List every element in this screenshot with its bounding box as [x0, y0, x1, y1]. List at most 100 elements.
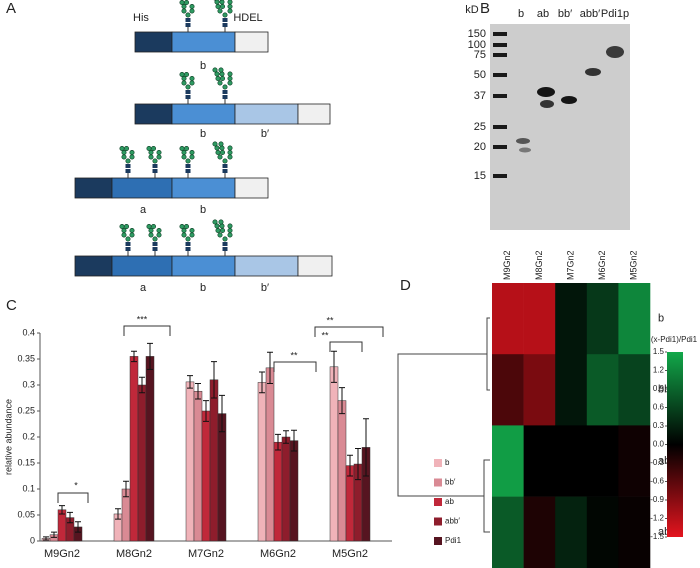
x-tick-label: M5Gn2 [332, 548, 368, 560]
heatmap-cell [618, 496, 651, 568]
error-bar [139, 376, 145, 394]
glycan [146, 145, 162, 179]
band [585, 68, 601, 76]
ladder-band [493, 174, 507, 178]
domain-box [234, 255, 299, 277]
x-tick-label: M9Gn2 [44, 548, 80, 560]
glycan [119, 223, 135, 257]
error-bar [131, 350, 137, 363]
heatmap-cell [618, 354, 651, 426]
band [606, 46, 624, 58]
dendrogram-branch [397, 353, 487, 497]
legend-swatch [434, 537, 442, 545]
bar [337, 400, 347, 542]
domain-box [297, 255, 333, 277]
heatmap-cell [492, 425, 524, 497]
legend-swatch [434, 459, 442, 467]
legend-swatch [434, 478, 442, 487]
error-bar [267, 351, 273, 384]
domain-box [171, 177, 236, 199]
significance-bracket [329, 341, 363, 352]
domain-box [171, 255, 236, 277]
heatmap-cell [492, 283, 524, 355]
y-tick-label: 0.05 [17, 509, 35, 519]
error-bar [355, 447, 361, 481]
heatmap-cell [586, 496, 619, 568]
domain-label: b [200, 204, 206, 216]
error-bar [347, 454, 353, 477]
band [537, 87, 555, 97]
y-tick-label: 0.15 [17, 457, 35, 467]
error-bar [187, 375, 193, 389]
marker-label: 150 [468, 28, 486, 40]
error-bar [283, 430, 289, 444]
column-label: M5Gn2 [629, 250, 639, 280]
glycan [212, 219, 233, 257]
error-bar [147, 342, 153, 370]
marker-label: 37 [474, 90, 486, 102]
legend-label: ab [445, 497, 454, 506]
domain-label: a [140, 282, 147, 294]
domain-label: b [200, 128, 206, 140]
significance-bracket [314, 326, 384, 337]
domain-box [234, 177, 269, 199]
error-bar [219, 394, 225, 433]
domain-box [234, 31, 269, 53]
significance-bracket [123, 325, 171, 336]
y-tick-label: 0.1 [22, 483, 35, 493]
dendrogram-branch [486, 317, 490, 391]
domain-label: b [200, 60, 206, 72]
ladder-band [493, 53, 507, 57]
colorbar [667, 352, 683, 537]
marker-label: 75 [474, 49, 486, 61]
bar [273, 441, 283, 542]
domain-box [134, 103, 173, 125]
colorbar-tick-label: 0.3 [653, 421, 665, 430]
significance-label: ** [321, 330, 329, 340]
colorbar-tick-label: -0.3 [650, 458, 664, 467]
domain-box [297, 103, 331, 125]
colorbar-label: (x-Pdi1)/Pdi1 [651, 335, 698, 344]
row-label: b [658, 313, 664, 325]
heatmap-cell [555, 496, 588, 568]
bar [289, 440, 299, 542]
bar [193, 390, 203, 542]
heatmap-cell [523, 354, 556, 426]
domain-label: b [200, 282, 206, 294]
domain-box [234, 103, 299, 125]
colorbar-tick-label: -0.6 [650, 477, 664, 486]
y-axis-label: relative abundance [3, 399, 13, 475]
domain-label: b′ [261, 282, 269, 294]
colorbar-tick-label: -0.9 [650, 495, 664, 504]
column-label: M8Gn2 [534, 250, 544, 280]
heatmap-cell [555, 354, 588, 426]
lane-label: bb′ [558, 8, 572, 20]
bar [137, 384, 147, 542]
colorbar-tick-label: -1.5 [650, 532, 664, 541]
y-tick-label: 0.25 [17, 405, 35, 415]
domain-label: b′ [261, 128, 269, 140]
dendrogram [397, 317, 490, 533]
significance-bracket [57, 492, 89, 503]
significance-label: *** [137, 314, 148, 324]
glycan [212, 141, 233, 179]
glycan [179, 145, 195, 179]
legend-label: b [445, 458, 450, 467]
marker-label: 25 [474, 121, 486, 133]
error-bar [195, 382, 201, 400]
colorbar-tick-label: 1.2 [653, 366, 665, 375]
glycan [179, 71, 195, 105]
significance-label: ** [326, 315, 334, 325]
marker-label: 15 [474, 170, 486, 182]
marker-label: 100 [468, 39, 486, 51]
glycan [179, 223, 195, 257]
domain-diagrams: His HDEL b b b′ a b a b b′ [74, 0, 333, 294]
colorbar-tick-label: 0.0 [653, 440, 665, 449]
error-bar [363, 418, 369, 477]
error-bar [203, 400, 209, 422]
gel-background [490, 24, 630, 230]
x-tick-label: M8Gn2 [116, 548, 152, 560]
error-bar [59, 505, 65, 515]
heatmap-cell [555, 283, 588, 355]
heatmap-cell [492, 496, 524, 568]
